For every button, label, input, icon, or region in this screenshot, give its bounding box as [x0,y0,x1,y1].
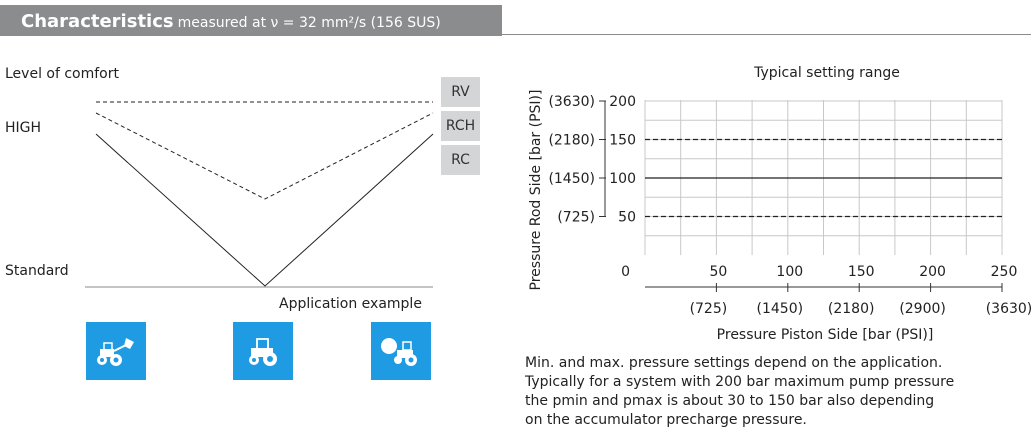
y-tick-psi-label: (3630) [548,94,595,110]
x-tick-psi-label: (725) [690,301,728,317]
system-rc: RC [441,145,480,175]
pressure-chart: 50 100 150 200 (725) (1450) (2180) (3630) 0 50 (72… [528,65,1031,343]
curve-rch [95,112,434,200]
y-tick-label: 200 [609,94,636,110]
x-tick-label: 250 [991,264,1018,280]
y-zero-label: 0 [621,264,630,280]
x-axis-title: Pressure Piston Side [bar (PSI)] [717,327,934,343]
system-rch: RCH [441,111,480,141]
x-tick-psi-label: (2180) [828,301,875,317]
curve-rc [95,133,434,287]
x-tick-label: 200 [919,264,946,280]
x-tick-label: 100 [776,264,803,280]
header-rule [502,34,1031,35]
x-tick-psi-label: (3630) [986,301,1031,317]
x-tick-psi-label: (2900) [899,301,946,317]
y-axis-title: Pressure Rod Side [bar (PSI)] [528,90,544,291]
y-tick-label: 150 [609,133,636,149]
comfort-x-title: Application example [279,296,422,312]
comfort-diagram [85,101,434,288]
tractor-icon [233,322,293,380]
x-tick-label: 150 [848,264,875,280]
system-rv: RV [441,77,480,107]
pmax-symbol: pmax [622,393,663,409]
comfort-high-label: HIGH [5,120,42,136]
note-line-1: Min. and max. pressure settings depend o… [525,355,943,371]
note-line-3: the pmin and pmax is about 30 to 150 bar… [525,393,935,409]
x-tick-label: 50 [709,264,727,280]
front-loader-tractor-icon [86,322,146,380]
pressure-note: Min. and max. pressure settings depend o… [525,354,954,430]
header-title: Characteristics measured at ν = 32 mm²/s … [21,11,441,32]
round-baler-tractor-icon [371,322,431,380]
pmin-symbol: pmin [552,393,588,409]
note-line-4: on the accumulator precharge pressure. [525,412,807,428]
header-subtitle: measured at ν = 32 mm²/s (156 SUS) [177,15,441,31]
y-tick-psi-label: (725) [557,210,595,226]
chart-title: Typical setting range [753,65,900,81]
y-tick-label: 100 [609,171,636,187]
x-tick-psi-label: (1450) [757,301,804,317]
section-header: Characteristics measured at ν = 32 mm²/s … [0,5,502,36]
y-tick-label: 50 [618,210,636,226]
note-line-2: Typically for a system with 200 bar maxi… [525,374,955,390]
comfort-standard-label: Standard [5,263,69,279]
comfort-axis-title: Level of comfort [5,66,119,82]
y-tick-psi-label: (2180) [548,133,595,149]
y-tick-psi-label: (1450) [548,171,595,187]
